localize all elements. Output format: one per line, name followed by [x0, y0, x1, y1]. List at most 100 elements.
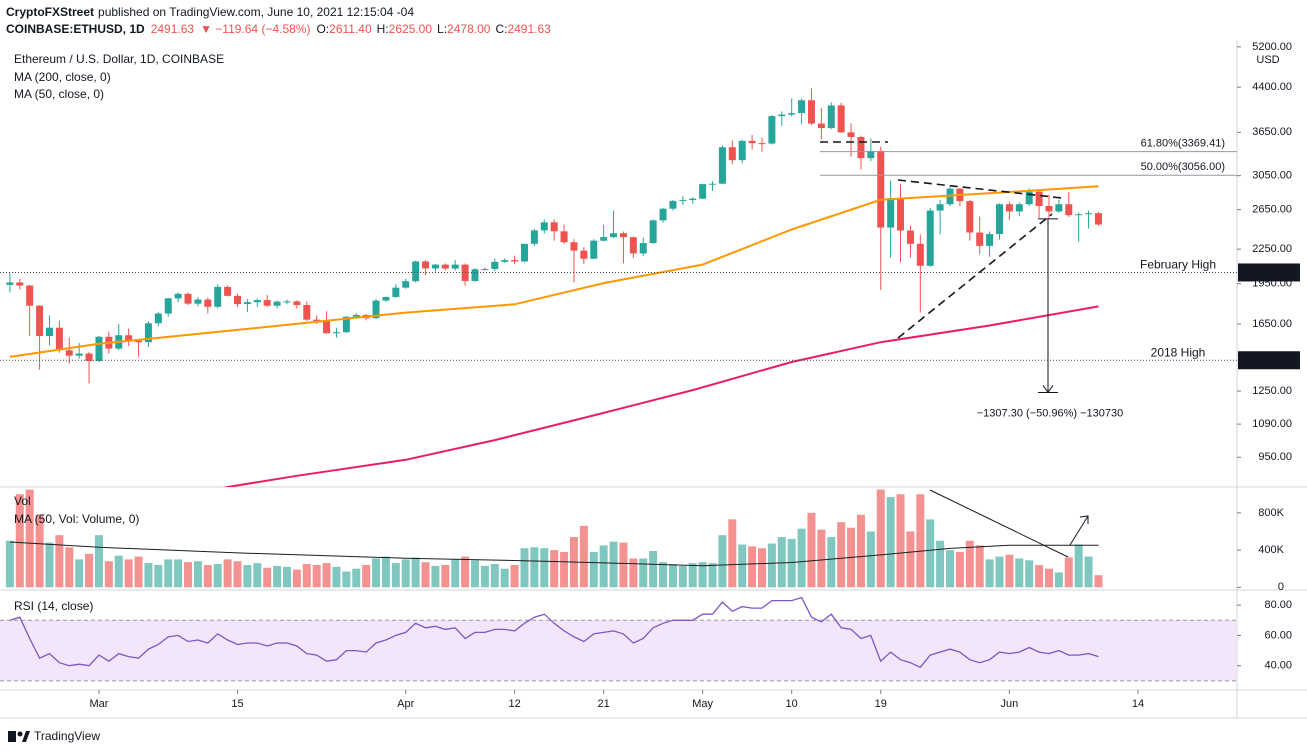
volume-bar: [223, 559, 232, 588]
brand: TradingView: [34, 729, 100, 743]
candle-body: [144, 323, 152, 343]
volume-bar: [728, 519, 737, 588]
trendline: [897, 179, 1063, 199]
volume-bar: [589, 551, 598, 588]
volume-bar: [708, 563, 717, 588]
y-tick-label: 3050.00: [1252, 170, 1292, 182]
candle-body: [768, 116, 776, 144]
candle-body: [382, 297, 390, 301]
candle-body: [966, 201, 974, 233]
candle-body: [847, 132, 855, 137]
candle-body: [1094, 213, 1102, 225]
level-box: [1238, 263, 1300, 282]
ohlc-label: L:: [437, 22, 447, 36]
volume-bar: [757, 548, 766, 588]
volume-pane: [5, 489, 1103, 588]
volume-bar: [540, 548, 549, 588]
author: CryptoFXStreet: [6, 5, 94, 19]
volume-bar: [698, 562, 707, 588]
candle-body: [639, 243, 647, 254]
candle-body: [976, 232, 984, 246]
level-label: 2018 High: [1151, 345, 1206, 359]
candle-body: [580, 250, 588, 259]
volume-bar: [1064, 557, 1073, 588]
volume-bar: [817, 529, 826, 588]
volume-bar: [144, 563, 153, 588]
candle-body: [402, 281, 410, 288]
candle-body: [619, 233, 627, 238]
volume-bar: [797, 528, 806, 588]
x-tick-label: 21: [598, 698, 610, 710]
volume-bar: [5, 540, 14, 588]
volume-bar: [1035, 564, 1044, 588]
candle-body: [372, 300, 380, 319]
y-tick-label: 5200.00: [1252, 41, 1292, 53]
volume-bar: [599, 545, 608, 588]
ohlc-value: 2625.00: [389, 22, 433, 36]
candle-body: [1085, 213, 1093, 215]
volume-bar: [25, 489, 34, 588]
rsi-title: RSI (14, close): [14, 599, 93, 613]
brand-logo: [8, 731, 30, 742]
candle-body: [610, 233, 618, 238]
candle-body: [897, 198, 905, 231]
candle-body: [679, 200, 687, 202]
volume-trendline: [929, 489, 1069, 558]
candle-body: [738, 140, 746, 161]
candle-body: [323, 321, 331, 334]
change: ▼ −119.64 (−4.58%): [200, 22, 310, 36]
candle-body: [936, 204, 944, 211]
candle-body: [451, 264, 459, 269]
volume-bar: [480, 565, 489, 588]
fib-label: 50.00%(3056.00): [1141, 161, 1225, 173]
volume-ma: [9, 541, 1099, 567]
volume-bar: [263, 567, 272, 588]
volume-bar: [777, 537, 786, 588]
candle-body: [689, 198, 697, 201]
volume-bar: [1015, 558, 1024, 588]
candle-body: [916, 243, 924, 266]
candle-body: [659, 208, 667, 221]
volume-bar: [965, 540, 974, 588]
candle-body: [135, 340, 143, 343]
volume-bar: [85, 553, 94, 588]
candle-body: [540, 222, 548, 231]
volume-bar: [1084, 556, 1093, 588]
logo-part: [17, 731, 23, 737]
volume-bar: [332, 566, 341, 588]
volume-bar: [243, 564, 252, 588]
volume-bar: [322, 563, 331, 588]
measure-label: −1307.30 (−50.96%) −130730: [977, 407, 1124, 419]
volume-bar: [273, 565, 282, 588]
volume-title: Vol: [14, 494, 31, 508]
candle-body: [164, 298, 172, 314]
candle-body: [709, 183, 717, 185]
volume-bar: [35, 514, 44, 588]
candle-body: [1015, 204, 1023, 212]
ohlc-label: H:: [377, 22, 389, 36]
volume-bar: [955, 551, 964, 588]
candle-body: [600, 237, 608, 241]
volume-bar: [639, 558, 648, 588]
volume-bar: [154, 564, 163, 588]
price-title: Ethereum / U.S. Dollar, 1D, COINBASE: [14, 52, 224, 66]
candle-body: [995, 204, 1003, 235]
candle-body: [204, 299, 212, 307]
volume-bar: [164, 559, 173, 588]
ohlc-label: O:: [316, 22, 329, 36]
volume-bar: [748, 546, 757, 588]
candle-body: [174, 293, 182, 299]
candle-body: [1035, 191, 1043, 206]
candle-body: [728, 147, 736, 161]
volume-bar: [114, 555, 123, 588]
candle-body: [431, 264, 439, 269]
candle-body: [718, 147, 726, 184]
volume-bar: [510, 564, 519, 588]
candle-body: [263, 300, 271, 306]
candle-body: [471, 269, 479, 281]
candle-body: [649, 220, 657, 244]
volume-bar: [896, 494, 905, 588]
x-tick-label: Apr: [397, 698, 414, 710]
candle-body: [352, 314, 360, 317]
candle-body: [1045, 205, 1053, 212]
